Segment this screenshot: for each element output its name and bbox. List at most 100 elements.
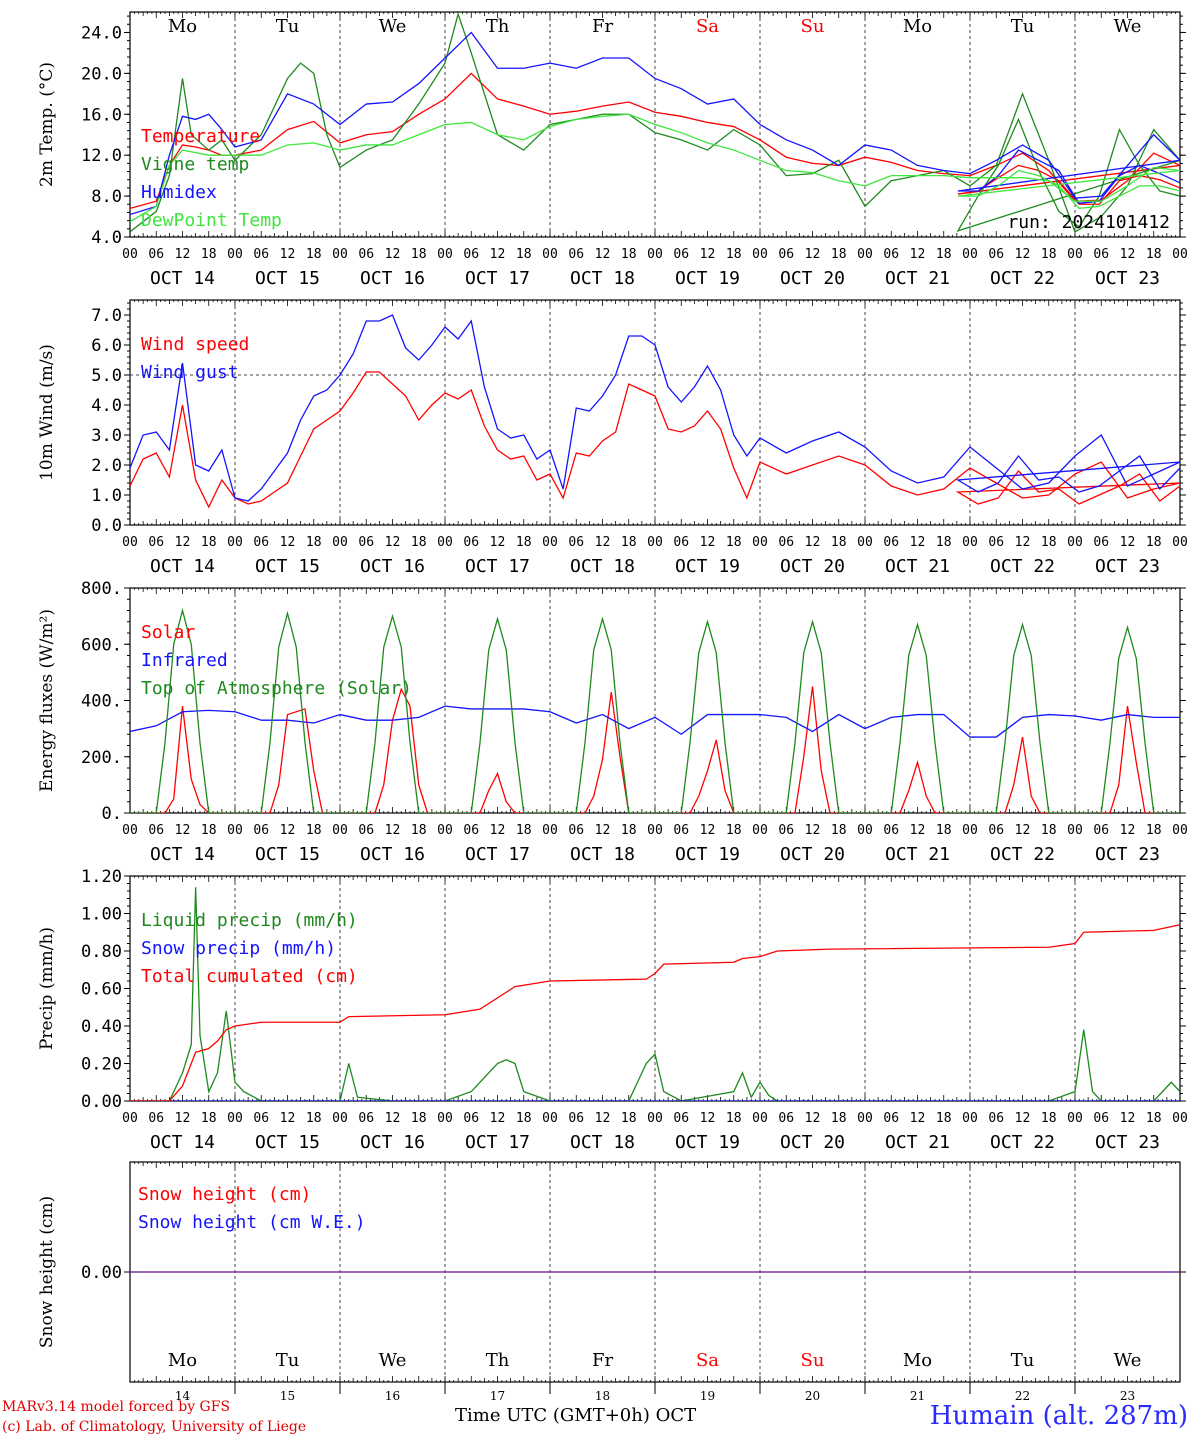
- hour-tick-label: 12: [280, 823, 296, 838]
- hour-tick-label: 00: [647, 823, 663, 838]
- y-tick-label: 0.40: [81, 1017, 122, 1037]
- hour-tick-label: 06: [1093, 247, 1109, 262]
- hour-tick-label: 12: [385, 823, 401, 838]
- hour-tick-label: 06: [358, 823, 374, 838]
- hour-tick-label: 06: [568, 823, 584, 838]
- hour-tick-label: 00: [962, 247, 978, 262]
- day-name-label: Fr: [592, 16, 613, 37]
- date-label: OCT 20: [780, 1132, 845, 1153]
- hour-tick-label: 06: [673, 1111, 689, 1126]
- day-name-label: Fr: [592, 1350, 613, 1371]
- date-label: OCT 23: [1095, 1132, 1160, 1153]
- hour-tick-label: 00: [647, 535, 663, 550]
- day-number-label: 15: [280, 1389, 295, 1403]
- hour-tick-label: 00: [1172, 823, 1188, 838]
- date-label: OCT 22: [990, 556, 1055, 577]
- y-tick-label: 0.20: [81, 1055, 122, 1075]
- hour-tick-label: 18: [831, 823, 847, 838]
- date-label: OCT 14: [150, 844, 215, 865]
- day-name-label: We: [379, 1350, 407, 1371]
- hour-tick-label: 18: [1146, 247, 1162, 262]
- hour-tick-label: 06: [778, 1111, 794, 1126]
- hour-tick-label: 00: [647, 247, 663, 262]
- hour-tick-label: 12: [700, 1111, 716, 1126]
- day-number-label: 16: [385, 1389, 400, 1403]
- date-label: OCT 19: [675, 556, 740, 577]
- panel-3: 0. 200. 400. 600. 800. Energy fluxes (W/m²) 00…: [37, 579, 1188, 865]
- panel-1: 4.0 8.0 12.0 16.0 20.0 24.0 2m Temp. (°C) Mo Tu W…: [37, 11, 1188, 289]
- date-label: OCT 20: [780, 556, 845, 577]
- day-number-label: 14: [175, 1389, 191, 1403]
- hour-tick-label: 06: [778, 823, 794, 838]
- station-name: Humain (alt. 287m): [929, 1401, 1188, 1431]
- hour-tick-label: 06: [883, 823, 899, 838]
- date-label: OCT 15: [255, 268, 320, 289]
- hour-tick-label: 12: [910, 823, 926, 838]
- hour-tick-label: 12: [385, 247, 401, 262]
- hour-tick-label: 00: [122, 535, 138, 550]
- day-number-label: 18: [595, 1389, 610, 1403]
- hour-tick-label: 18: [1041, 247, 1057, 262]
- hour-tick-label: 06: [463, 535, 479, 550]
- y-tick-label: 8.0: [91, 187, 122, 207]
- hour-tick-label: 18: [516, 247, 532, 262]
- date-label: OCT 19: [675, 268, 740, 289]
- hour-tick-label: 00: [1172, 247, 1188, 262]
- date-label: OCT 20: [780, 268, 845, 289]
- date-label: OCT 20: [780, 844, 845, 865]
- legend-entry: Infrared: [141, 650, 228, 671]
- hour-tick-label: 06: [358, 247, 374, 262]
- date-label: OCT 22: [990, 1132, 1055, 1153]
- day-name-label: Tu: [276, 1350, 300, 1371]
- hour-tick-label: 12: [910, 247, 926, 262]
- hour-tick-label: 06: [568, 247, 584, 262]
- date-label: OCT 23: [1095, 844, 1160, 865]
- series-line-2: [130, 607, 1180, 813]
- hour-tick-label: 18: [621, 823, 637, 838]
- credit-line-2: (c) Lab. of Climatology, University of L…: [2, 1419, 307, 1435]
- panel-frame: [129, 587, 1181, 814]
- date-label: OCT 17: [465, 1132, 530, 1153]
- date-label: OCT 16: [360, 844, 425, 865]
- hour-tick-label: 12: [385, 1111, 401, 1126]
- hour-tick-label: 00: [857, 535, 873, 550]
- series-line-0: [130, 887, 1180, 1101]
- legend-entry: Temperature: [141, 126, 260, 147]
- hour-tick-label: 00: [227, 247, 243, 262]
- hour-tick-label: 00: [647, 1111, 663, 1126]
- hour-tick-label: 06: [778, 535, 794, 550]
- hour-tick-label: 00: [332, 1111, 348, 1126]
- hour-tick-label: 18: [306, 823, 322, 838]
- hour-tick-label: 12: [280, 1111, 296, 1126]
- hour-tick-label: 18: [201, 823, 217, 838]
- day-name-label: Tu: [276, 16, 300, 37]
- day-number-label: 19: [700, 1389, 715, 1403]
- date-label: OCT 21: [885, 1132, 950, 1153]
- y-tick-label: 24.0: [81, 23, 122, 43]
- y-axis-label: Energy fluxes (W/m²): [37, 609, 57, 792]
- hour-tick-label: 12: [910, 1111, 926, 1126]
- hour-tick-label: 12: [1015, 1111, 1031, 1126]
- hour-tick-label: 12: [700, 247, 716, 262]
- hour-tick-label: 00: [332, 823, 348, 838]
- hour-tick-label: 06: [1093, 1111, 1109, 1126]
- hour-tick-label: 12: [1120, 247, 1136, 262]
- date-label: OCT 17: [465, 844, 530, 865]
- day-name-label: We: [379, 16, 407, 37]
- hour-tick-label: 06: [463, 823, 479, 838]
- day-name-label: We: [1114, 1350, 1142, 1371]
- y-tick-label: 200.: [81, 748, 122, 768]
- hour-tick-label: 18: [621, 535, 637, 550]
- hour-tick-label: 18: [201, 535, 217, 550]
- hour-tick-label: 06: [1093, 535, 1109, 550]
- x-axis-title: Time UTC (GMT+0h) OCT: [455, 1405, 697, 1426]
- hour-tick-label: 18: [516, 535, 532, 550]
- hour-tick-label: 18: [831, 1111, 847, 1126]
- hour-tick-label: 00: [332, 247, 348, 262]
- hour-tick-label: 12: [490, 535, 506, 550]
- hour-tick-label: 06: [883, 247, 899, 262]
- y-axis-label: Snow height (cm): [37, 1196, 57, 1348]
- hour-tick-label: 06: [988, 247, 1004, 262]
- hour-tick-label: 00: [542, 823, 558, 838]
